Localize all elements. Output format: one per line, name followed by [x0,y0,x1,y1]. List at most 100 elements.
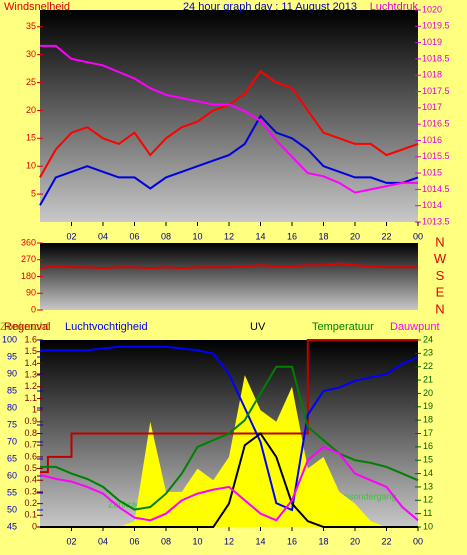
y-tick-label: 1.4 [24,358,37,368]
y2-tick-label: 15 [423,455,433,465]
y-tick-label: 0.1 [24,510,37,520]
y3-tick-label: 95 [7,351,17,361]
series-line [39,114,419,206]
y-tick-label: 180 [21,271,36,281]
y3-tick-label: 85 [7,385,17,395]
y2-tick-label: 1018.5 [422,53,450,63]
y3-tick-label: 50 [7,504,17,514]
y2-tick-label: 1014 [422,200,442,210]
x-tick-label: 04 [98,536,108,546]
y2-tick-label: 1020 [422,4,442,14]
y2-tick-label: 1019 [422,37,442,47]
x-tick-label: 08 [161,231,171,241]
y2-tick-label: 24 [423,334,433,344]
y3-tick-label: 100 [2,334,17,344]
y2-tick-label: 12 [423,495,433,505]
y-tick-label: 0.7 [24,440,37,450]
plot-area [40,243,418,310]
x-tick-label: 10 [192,231,202,241]
annotation: Zonkracht [108,499,149,509]
annotation: Zonsondergang [333,491,396,501]
y3-tick-label: 55 [7,487,17,497]
y2-tick-label: 18 [423,415,433,425]
y2-tick-label: 11 [423,508,432,518]
y2-tick-label: 1016 [422,135,442,145]
direction-label: E [436,285,445,300]
y-tick-label: 0.3 [24,486,37,496]
y-tick-label: 270 [21,254,36,264]
y2-tick-label: 20 [423,388,433,398]
y3-tick-label: 80 [7,402,17,412]
series-line [40,432,418,528]
x-tick-label: 16 [287,536,297,546]
legend-label: Regenval [4,321,50,333]
y3-tick-label: 60 [7,470,17,480]
x-tick-label: 06 [129,536,139,546]
x-tick-label: 18 [318,536,328,546]
y2-tick-label: 14 [423,468,433,478]
x-tick-label: 12 [224,231,234,241]
y2-tick-label: 1016.5 [422,119,450,129]
direction-label: W [434,251,447,266]
y2-tick-label: 22 [423,361,433,371]
series-line [40,365,419,511]
direction-label: S [436,268,445,283]
y3-tick-label: 65 [7,453,17,463]
x-tick-label: 06 [129,231,139,241]
y3-tick-label: 75 [7,419,17,429]
y2-tick-label: 1017.5 [422,86,450,96]
x-tick-label: 12 [224,536,234,546]
y2-tick-label: 1013.5 [422,216,450,226]
series-line [40,339,418,474]
y2-tick-label: 16 [423,441,433,451]
y-tick-label: 1.1 [24,393,37,403]
x-tick-label: 14 [255,536,265,546]
x-tick-label: 08 [161,536,171,546]
x-tick-label: 04 [98,231,108,241]
y-tick-label: 0.6 [24,451,37,461]
y2-tick-label: 23 [423,348,433,358]
y2-tick-label: 1015 [422,167,442,177]
y-tick-label: 25 [26,77,36,87]
direction-label: N [435,234,444,249]
x-tick-label: 20 [350,536,360,546]
y-tick-label: 5 [31,188,36,198]
y2-tick-label: 1015.5 [422,151,450,161]
series-line [40,44,418,194]
y3-tick-label: 90 [7,368,17,378]
y-tick-label: 0 [32,521,37,531]
y2-tick-label: 10 [423,521,433,531]
y-tick-label: 1.2 [24,381,37,391]
series-line [39,262,418,270]
y-axis-label: Windsnelheid [4,1,70,13]
y-tick-label: 0.5 [24,463,37,473]
y-tick-label: 0.8 [24,428,37,438]
y-tick-label: 0.2 [24,498,37,508]
series-line [39,445,419,522]
y-tick-label: 0.4 [24,475,37,485]
y-tick-label: 1.5 [24,346,37,356]
x-tick-label: 20 [350,231,360,241]
y-tick-label: 35 [26,21,36,31]
y-tick-label: 15 [26,133,36,143]
plot-area [40,10,418,222]
y-tick-label: 0 [31,304,36,314]
y-tick-label: 1 [32,405,37,415]
legend-label: Luchtvochtigheid [65,321,148,333]
chart-title: 24 hour graph day : 11 August 2013 [183,1,357,13]
y2-tick-label: 21 [423,374,433,384]
y-tick-label: 1.6 [24,334,37,344]
y-tick-label: 30 [26,49,36,59]
x-tick-label: 14 [255,231,265,241]
x-tick-label: 16 [287,231,297,241]
legend-label: Dauwpunt [390,321,440,333]
y2-tick-label: 17 [423,428,433,438]
x-tick-label: 00 [413,536,423,546]
y2-tick-label: 19 [423,401,433,411]
y2-tick-label: 1014.5 [422,184,450,194]
y-tick-label: 90 [26,288,36,298]
y-tick-label: 20 [26,105,36,115]
x-tick-label: 02 [66,536,76,546]
direction-label: N [435,301,444,316]
